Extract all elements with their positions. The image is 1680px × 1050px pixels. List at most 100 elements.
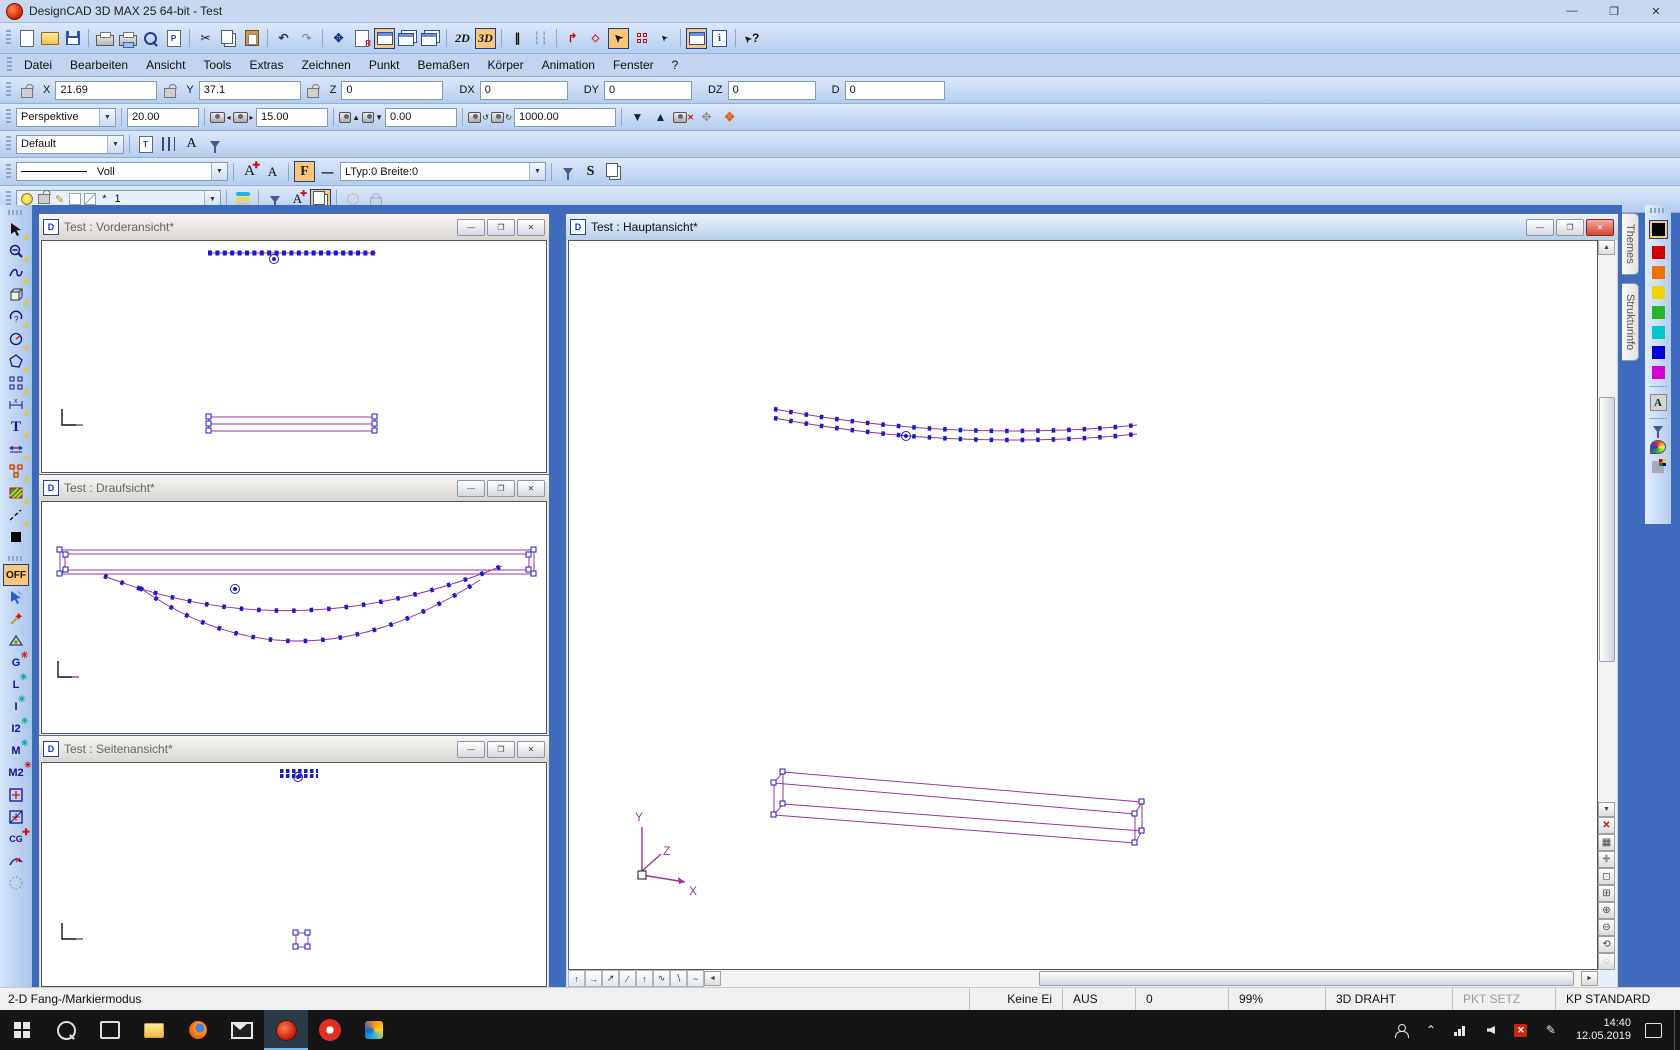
selection-center-marker[interactable] <box>293 772 303 782</box>
open-file-button[interactable] <box>39 28 60 49</box>
window-tile-button[interactable] <box>397 28 418 49</box>
select-tool[interactable] <box>3 218 29 240</box>
menu-grip[interactable] <box>7 57 12 73</box>
zoom-disabled-button[interactable]: ◌ <box>1598 953 1615 970</box>
snap-intersect-1[interactable]: I ✳ <box>3 694 29 718</box>
palette-grip[interactable] <box>8 210 24 215</box>
network-button[interactable] <box>1446 1010 1476 1050</box>
window-draufsicht[interactable]: D Test : Draufsicht* — ❐ ✕ <box>38 474 550 737</box>
d-input[interactable]: 0 <box>844 80 945 100</box>
layer-manager-button[interactable] <box>232 189 253 210</box>
attr-grip[interactable] <box>6 191 11 207</box>
tray-app-button[interactable]: ✕ <box>1506 1010 1536 1050</box>
dy-input[interactable]: 0 <box>603 80 692 100</box>
hatch-tool[interactable] <box>3 482 29 504</box>
pattern-copy-button[interactable] <box>603 161 624 182</box>
nav-up-button[interactable]: ↑ <box>568 970 585 987</box>
text-size-plus-button[interactable]: A ✚ <box>239 160 260 182</box>
curve-tool[interactable] <box>3 262 29 284</box>
coord-grip[interactable] <box>6 82 11 98</box>
toolbar-grip[interactable] <box>6 30 11 46</box>
seitenansicht-canvas[interactable] <box>41 762 547 987</box>
status-aus[interactable]: AUS <box>1062 988 1135 1010</box>
dimension-tool[interactable]: x <box>3 394 29 416</box>
parallel-mode-button[interactable]: ∥ <box>507 28 528 49</box>
tab-themes[interactable]: Themes <box>1622 213 1639 275</box>
menu-punkt[interactable]: Punkt <box>368 58 400 72</box>
nav-curve-button[interactable]: ∿ <box>653 970 670 987</box>
point-select-button[interactable]: ➤ <box>654 28 675 49</box>
draufsicht-canvas[interactable] <box>41 501 547 734</box>
vorderansicht-canvas[interactable] <box>41 240 547 473</box>
dz-input[interactable]: 0 <box>727 80 816 100</box>
zoom-window-button[interactable]: ⊞ <box>1598 885 1615 902</box>
rotate-left-button[interactable]: ↺ <box>468 107 489 128</box>
menu-ansicht[interactable]: Ansicht <box>146 58 186 72</box>
line-tool[interactable] <box>3 504 29 526</box>
snap-center-gravity[interactable]: CG ✚ <box>3 827 30 850</box>
red-app-button[interactable] <box>308 1010 352 1050</box>
snap-curve[interactable] <box>3 850 29 872</box>
array-tool[interactable] <box>3 372 29 394</box>
window-vorderansicht[interactable]: D Test : Vorderansicht* — ❐ ✕ <box>38 213 550 476</box>
restore-button[interactable]: ❐ <box>487 218 515 236</box>
tilt-input[interactable]: 0.00 <box>385 107 457 127</box>
move-tool-button[interactable]: ✥ <box>328 28 349 49</box>
3d-mode-button[interactable]: 3D <box>475 27 496 49</box>
layer-text-button[interactable]: A ✚ <box>287 189 308 210</box>
camera-pan-left-button[interactable]: ◂ <box>210 107 231 128</box>
line-grip[interactable] <box>6 163 11 180</box>
band-outline[interactable] <box>59 549 535 575</box>
firefox-button[interactable] <box>176 1010 220 1050</box>
persp-grip[interactable] <box>6 109 11 125</box>
status-3d-draht[interactable]: 3D DRAHT <box>1325 988 1452 1010</box>
copy-button[interactable] <box>218 28 239 49</box>
fov-input[interactable]: 20.00 <box>127 107 199 127</box>
color-swatch-tool[interactable] <box>3 526 29 548</box>
close-button[interactable]: ✕ <box>517 479 545 497</box>
new-file-button[interactable] <box>16 28 37 49</box>
camera-down-button[interactable]: ▼ <box>362 107 383 128</box>
2d-mode-button[interactable]: 2D <box>452 28 473 49</box>
minimize-button[interactable]: — <box>1526 218 1554 236</box>
swatch-green[interactable] <box>1651 306 1665 319</box>
menu-fenster[interactable]: Fenster <box>612 58 654 72</box>
dx-input[interactable]: 0 <box>479 80 568 100</box>
linestyle-combo[interactable]: Voll ▼ <box>16 162 228 181</box>
window-layer-button[interactable] <box>420 28 441 49</box>
lock-y-button[interactable] <box>159 80 180 101</box>
show-desktop-button[interactable] <box>1674 1010 1680 1050</box>
menu-tools[interactable]: Tools <box>203 58 232 72</box>
color-mixer-button[interactable] <box>1650 440 1666 454</box>
status-zoom-percent[interactable]: 99% <box>1228 988 1325 1010</box>
pen-settings-button[interactable]: ✎ <box>1536 1010 1566 1050</box>
swatch-orange[interactable] <box>1651 266 1665 279</box>
camera-up-button[interactable]: ▲ <box>339 107 360 128</box>
line-width-button[interactable]: — <box>317 161 338 182</box>
nav-back-button[interactable]: ∖ <box>670 970 687 987</box>
window-seitenansicht[interactable]: D Test : Seitenansicht* — ❐ ✕ <box>38 735 550 988</box>
snap-disabled[interactable] <box>3 872 29 894</box>
spline-button[interactable]: S <box>580 161 601 182</box>
minimize-button[interactable]: — <box>457 740 485 758</box>
swatch-blue[interactable] <box>1651 346 1665 359</box>
style-combo[interactable]: Default ▼ <box>16 134 124 154</box>
grid-toggle-button[interactable]: ▦ <box>1598 834 1615 851</box>
default-grip[interactable] <box>6 136 11 152</box>
selection-center-marker[interactable] <box>269 254 279 264</box>
menu-zeichnen[interactable]: Zeichnen <box>301 58 351 72</box>
hauptansicht-title-bar[interactable]: D Test : Hauptansicht* — ❐ ✕ <box>566 214 1618 240</box>
close-button[interactable]: ✕ <box>1586 218 1614 236</box>
palette-grip[interactable] <box>1650 208 1666 213</box>
swatch-cyan[interactable] <box>1651 326 1665 339</box>
attribute-window-button[interactable] <box>686 27 707 49</box>
search-button[interactable] <box>44 1010 88 1050</box>
zoom-in-button[interactable]: ⊕ <box>1598 902 1615 919</box>
snap-midpoint[interactable]: M ✳ <box>3 738 29 762</box>
vscroll-track[interactable] <box>1598 255 1616 802</box>
selection-center-marker[interactable] <box>230 584 240 594</box>
scroll-up-button[interactable]: ▲ <box>1598 240 1615 255</box>
vscroll-thumb[interactable] <box>1599 397 1615 662</box>
save-button[interactable] <box>62 28 83 49</box>
swatch-red[interactable] <box>1651 246 1665 259</box>
